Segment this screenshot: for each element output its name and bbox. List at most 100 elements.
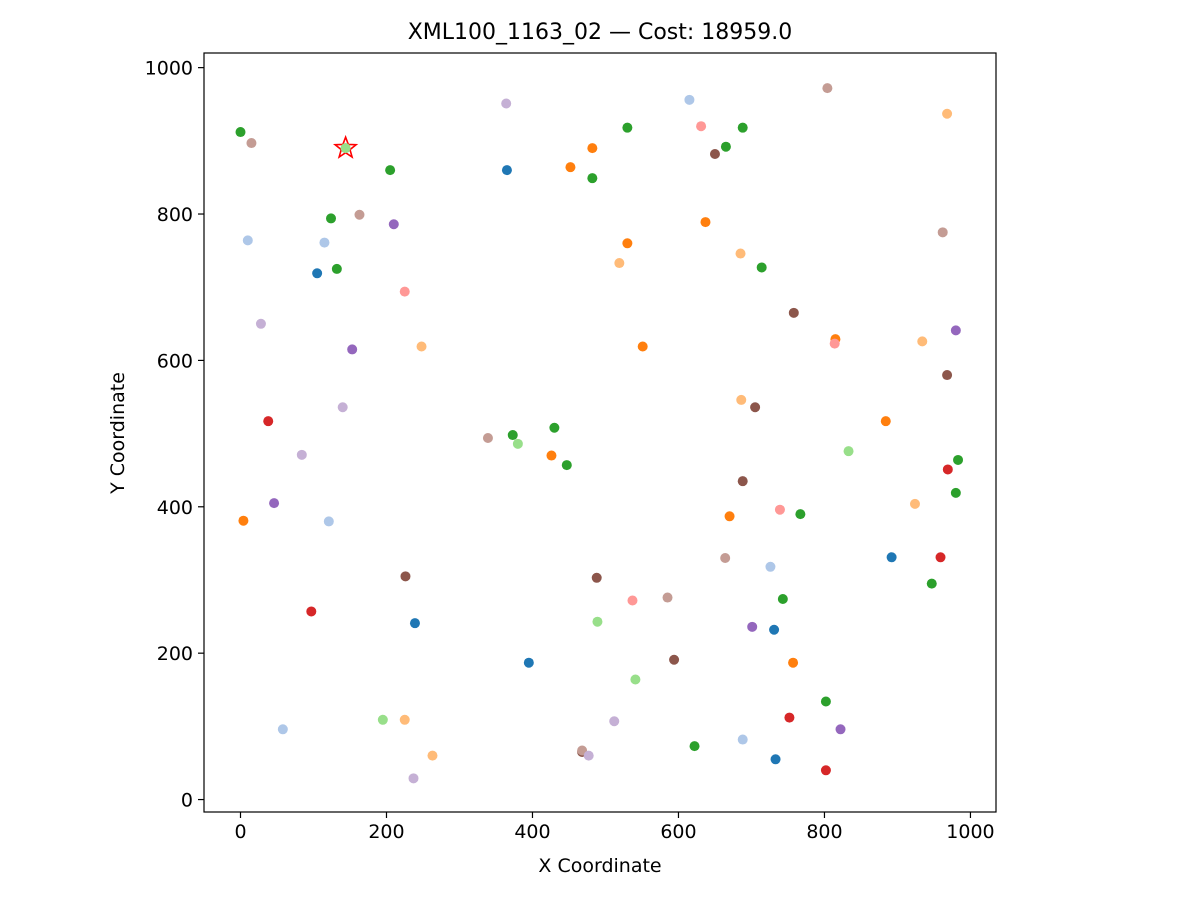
data-point — [507, 430, 518, 441]
data-point — [347, 344, 358, 355]
data-point — [242, 235, 253, 246]
data-point — [546, 450, 557, 461]
data-point — [549, 422, 560, 433]
data-point — [788, 307, 799, 318]
data-point — [409, 618, 420, 629]
data-point — [937, 227, 948, 238]
data-point — [750, 402, 761, 413]
data-point — [501, 165, 512, 176]
depot-point — [340, 143, 351, 154]
data-point — [886, 552, 897, 563]
data-point — [377, 714, 388, 725]
data-point — [953, 454, 964, 465]
data-point — [416, 341, 427, 352]
data-point — [820, 696, 831, 707]
data-point — [820, 765, 831, 776]
data-point — [622, 122, 633, 133]
y-tick-label: 600 — [157, 350, 193, 372]
data-point — [709, 149, 720, 159]
data-point — [935, 552, 946, 563]
data-point — [756, 262, 767, 273]
data-point — [735, 248, 746, 259]
data-point — [523, 657, 534, 668]
data-point — [795, 509, 806, 520]
plot-frame — [203, 52, 997, 813]
data-point — [737, 734, 748, 745]
data-point — [788, 657, 799, 668]
data-point — [917, 336, 928, 347]
data-point — [583, 750, 594, 761]
data-point — [669, 654, 680, 665]
data-point — [774, 504, 785, 515]
data-point — [736, 394, 747, 405]
data-point — [399, 714, 410, 725]
data-point — [501, 98, 512, 109]
data-point — [627, 595, 638, 606]
data-point — [319, 237, 330, 248]
data-point — [737, 122, 748, 133]
data-point — [880, 416, 891, 427]
data-point — [942, 108, 953, 119]
data-point — [724, 511, 735, 522]
data-point — [637, 341, 648, 352]
data-point — [326, 213, 337, 224]
data-point — [942, 464, 953, 475]
data-point — [609, 716, 620, 727]
data-point — [400, 571, 411, 582]
data-point — [312, 268, 323, 279]
data-point — [950, 325, 961, 336]
data-point — [765, 561, 776, 572]
data-point — [399, 286, 410, 297]
data-point — [769, 624, 780, 635]
x-axis-title: X Coordinate — [538, 855, 661, 877]
data-point — [408, 773, 419, 784]
data-point — [235, 127, 246, 138]
data-point — [777, 594, 788, 605]
data-point — [942, 370, 953, 381]
x-tick-label: 1000 — [946, 821, 994, 843]
y-tick-label: 0 — [181, 790, 193, 812]
data-point — [835, 724, 846, 735]
data-point — [926, 578, 937, 589]
x-tick-label: 400 — [514, 821, 550, 843]
x-tick-label: 600 — [660, 821, 696, 843]
data-point — [323, 516, 334, 527]
data-point — [592, 616, 603, 627]
data-point — [614, 258, 625, 269]
data-point — [770, 754, 781, 765]
data-point — [482, 432, 493, 443]
x-tick-label: 800 — [806, 821, 842, 843]
data-point — [296, 449, 307, 460]
y-tick-label: 1000 — [145, 58, 193, 80]
data-point — [512, 438, 523, 449]
y-tick-label: 800 — [157, 204, 193, 226]
data-point — [700, 217, 711, 228]
data-point — [561, 460, 572, 471]
data-point — [427, 750, 438, 761]
data-point — [263, 416, 274, 427]
x-tick-label: 0 — [234, 821, 246, 843]
data-point — [388, 219, 399, 230]
data-point — [720, 553, 731, 564]
data-point — [829, 338, 840, 349]
data-point — [306, 606, 317, 617]
data-point — [689, 741, 700, 752]
chart-title: XML100_1163_02 — Cost: 18959.0 — [408, 20, 793, 45]
data-point — [591, 572, 602, 583]
x-tick-label: 200 — [368, 821, 404, 843]
y-tick-label: 200 — [157, 643, 193, 665]
data-point — [565, 162, 576, 173]
data-point — [246, 138, 257, 149]
data-point — [784, 712, 795, 723]
data-point — [269, 498, 280, 509]
y-tick-label: 400 — [157, 497, 193, 519]
data-point — [337, 402, 348, 413]
data-point — [255, 318, 266, 329]
data-point — [331, 263, 342, 274]
depot-layer — [332, 134, 359, 159]
axes-layer: 0 200 400 600 800 1000 0 200 400 600 800 1000 — [145, 52, 997, 843]
data-point — [662, 592, 673, 603]
data-point — [630, 674, 641, 685]
